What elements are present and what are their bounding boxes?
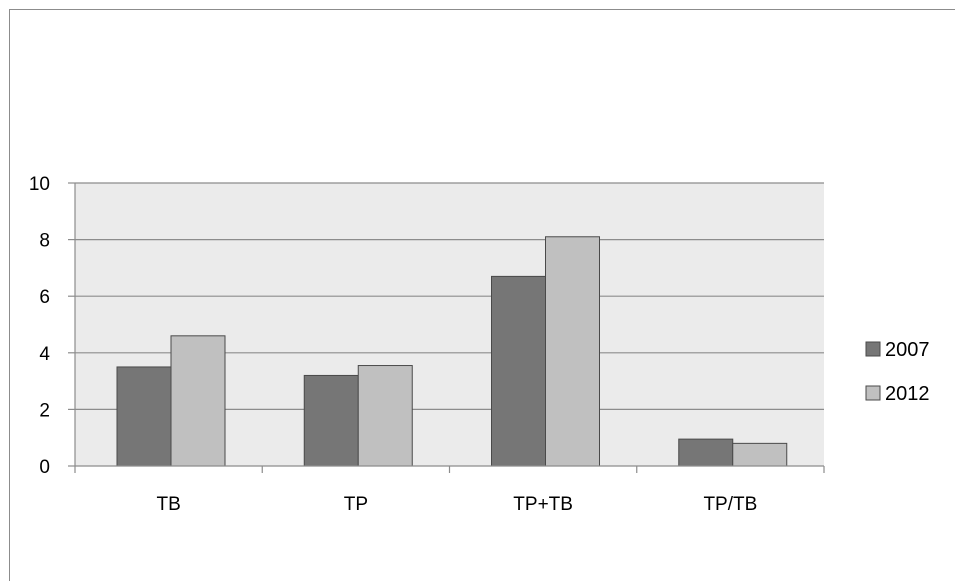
bar-2007-TP+TB [491,275,546,467]
bar-2012-TB [170,335,226,467]
axes: 0 2 4 6 8 10 TB TP TP+TB TP/TB [29,174,825,515]
bar-2007-TP/TB [678,438,734,467]
bar-2007-TP [303,374,359,467]
bar-2012-TP/TB [732,442,788,467]
y-tick-label: 8 [39,231,50,252]
x-tick-label: TP+TB [513,494,573,515]
bar-2012-TP [357,365,413,467]
legend: 2007 2012 [865,339,930,405]
y-tick-label: 0 [39,457,50,478]
x-tick-label: TP/TB [703,494,757,515]
bars [116,236,788,467]
legend-label-2012: 2012 [885,383,930,405]
legend-swatch-2012 [865,385,881,401]
x-tick-label: TB [156,494,180,515]
x-tick-label: TP [344,494,368,515]
legend-label-2007: 2007 [885,339,930,361]
legend-swatch-2007 [865,341,881,357]
y-tick-label: 6 [39,287,50,308]
chart-frame [9,9,955,581]
y-tick-label: 2 [39,400,50,421]
y-tick-label: 10 [29,174,50,195]
y-tick-label: 4 [39,344,50,365]
bar-2007-TB [116,366,172,467]
bar-2012-TP+TB [545,236,600,467]
